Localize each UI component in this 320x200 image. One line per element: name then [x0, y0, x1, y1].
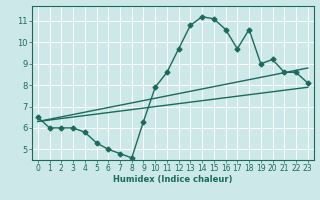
- X-axis label: Humidex (Indice chaleur): Humidex (Indice chaleur): [113, 175, 233, 184]
